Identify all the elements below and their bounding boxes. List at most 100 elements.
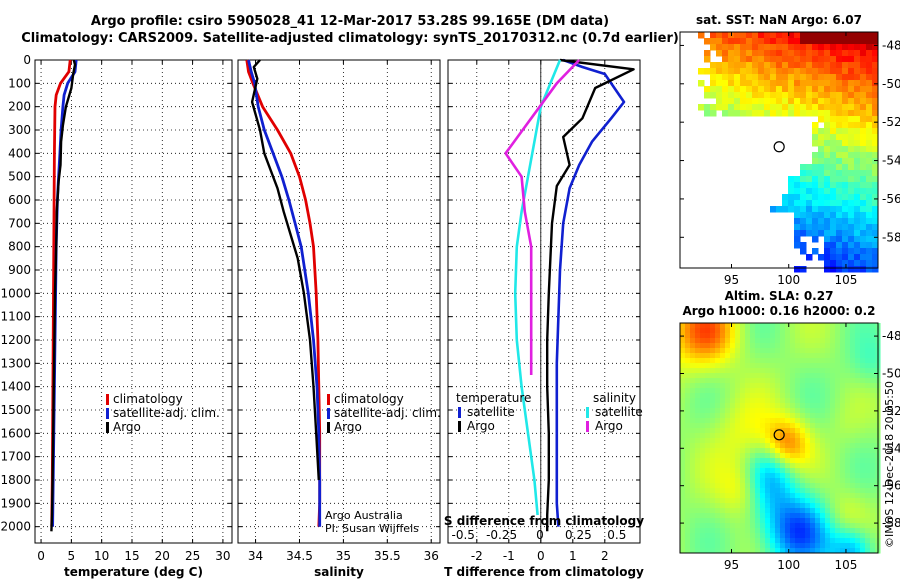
sst-cell	[866, 194, 873, 201]
sla-cell	[850, 453, 856, 459]
sla-cell	[860, 448, 866, 454]
sla-cell	[870, 463, 876, 469]
sla-cell	[775, 523, 781, 529]
sla-cell	[690, 423, 696, 429]
sst-cell	[824, 248, 831, 255]
sla-cell	[825, 338, 831, 344]
sla-cell	[810, 428, 816, 434]
sla-cell	[725, 458, 731, 464]
sla-cell	[870, 403, 876, 409]
sla-cell	[705, 363, 711, 369]
sla-cell	[695, 523, 701, 529]
sst-cell	[758, 80, 765, 87]
sla-cell	[800, 423, 806, 429]
sst-cell	[860, 32, 867, 39]
sla-cell	[780, 383, 786, 389]
sst-cell	[794, 230, 801, 237]
sla-cell	[825, 348, 831, 354]
sla-cell	[860, 548, 866, 554]
sla-cell	[695, 468, 701, 474]
sst-cell	[848, 56, 855, 63]
sst-cell	[848, 206, 855, 213]
sla-cell	[775, 493, 781, 499]
sst-cell	[860, 74, 867, 81]
sla-cell	[795, 538, 801, 544]
sla-cell	[820, 358, 826, 364]
sla-cell	[800, 478, 806, 484]
sst-cell	[734, 44, 741, 51]
sst-cell	[794, 194, 801, 201]
sst-cell	[842, 146, 849, 153]
sla-cell	[865, 348, 871, 354]
sst-cell	[800, 182, 807, 189]
sla-cell	[715, 393, 721, 399]
sla-cell	[860, 518, 866, 524]
sst-cell	[842, 110, 849, 117]
sst-cell	[872, 212, 879, 219]
sla-cell	[825, 363, 831, 369]
sla-cell	[755, 358, 761, 364]
sst-cell	[824, 254, 831, 261]
sst-cell	[788, 68, 795, 75]
sla-cell	[740, 523, 746, 529]
sla-cell	[765, 493, 771, 499]
sst-cell	[872, 194, 879, 201]
sla-cell	[780, 513, 786, 519]
sla-cell	[725, 408, 731, 414]
sla-cell	[775, 513, 781, 519]
sla-cell	[725, 333, 731, 339]
sla-cell	[840, 548, 846, 554]
sla-cell	[770, 363, 776, 369]
sla-cell	[825, 413, 831, 419]
sla-cell	[740, 338, 746, 344]
sla-cell	[775, 458, 781, 464]
sla-cell	[785, 463, 791, 469]
sst-cell	[818, 224, 825, 231]
sla-cell	[690, 348, 696, 354]
sla-cell	[755, 348, 761, 354]
sla-cell	[770, 438, 776, 444]
sla-cell	[810, 353, 816, 359]
sla-cell	[735, 493, 741, 499]
sst-cell	[746, 104, 753, 111]
sla-cell	[755, 373, 761, 379]
sla-cell	[735, 433, 741, 439]
sst-cell	[848, 218, 855, 225]
sla-cell	[685, 438, 691, 444]
sst-cell	[872, 266, 879, 273]
sla-cell	[685, 373, 691, 379]
sst-cell	[806, 164, 813, 171]
sla-cell	[785, 383, 791, 389]
sla-cell	[850, 418, 856, 424]
sla-cell	[810, 518, 816, 524]
sla-cell	[720, 343, 726, 349]
sla-cell	[760, 368, 766, 374]
sla-cell	[735, 473, 741, 479]
sla-cell	[785, 488, 791, 494]
sla-cell	[710, 443, 716, 449]
sla-cell	[775, 528, 781, 534]
sla-cell	[685, 443, 691, 449]
sla-cell	[855, 378, 861, 384]
sst-cell	[794, 218, 801, 225]
sla-cell	[825, 428, 831, 434]
sla-cell	[820, 393, 826, 399]
sst-cell	[788, 188, 795, 195]
sla-cell	[785, 468, 791, 474]
x-tick-label: 35.5	[374, 549, 401, 563]
sla-cell	[830, 338, 836, 344]
sla-cell	[750, 363, 756, 369]
sla-cell	[735, 453, 741, 459]
sla-cell	[815, 548, 821, 554]
y-tick-label: -48	[882, 329, 900, 343]
sst-cell	[854, 80, 861, 87]
sst-cell	[752, 56, 759, 63]
sla-cell	[830, 408, 836, 414]
sla-cell	[865, 548, 871, 554]
sla-cell	[705, 543, 711, 549]
sla-cell	[865, 458, 871, 464]
sla-cell	[780, 478, 786, 484]
sla-cell	[730, 393, 736, 399]
sla-cell	[790, 443, 796, 449]
sst-cell	[776, 92, 783, 99]
